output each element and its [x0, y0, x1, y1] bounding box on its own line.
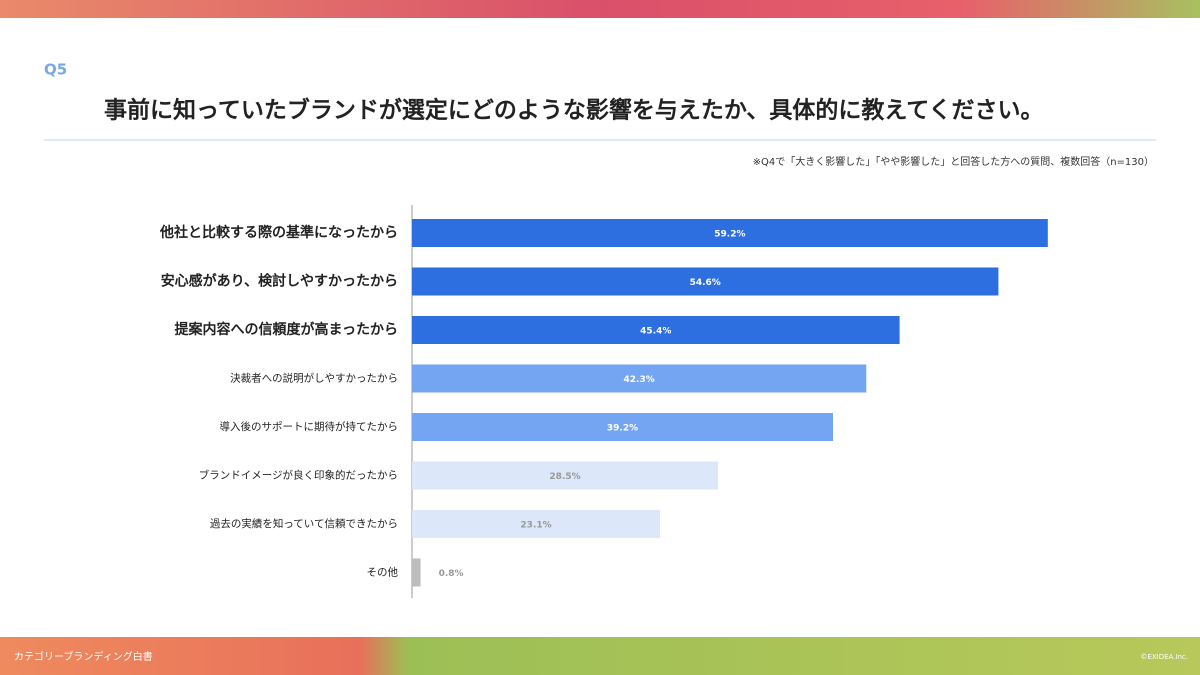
- footer-left: カテゴリーブランディング白書: [14, 650, 153, 663]
- value-label: 23.1%: [520, 521, 551, 531]
- bar: [412, 558, 421, 587]
- bar: [412, 413, 834, 441]
- category-label: 導入後のサポートに期待が持てたから: [220, 420, 399, 433]
- bar: [412, 316, 900, 344]
- bar: [412, 364, 867, 393]
- value-label: 45.4%: [640, 327, 671, 337]
- category-label: その他: [367, 566, 399, 579]
- footer-right: ©EXIDEA.Inc.: [1140, 653, 1188, 661]
- category-label: 安心感があり、検討しやすかったから: [161, 273, 398, 290]
- bar: [412, 461, 719, 490]
- bar: [412, 219, 1048, 247]
- category-label: 過去の実績を知っていて信頼できたから: [210, 517, 398, 530]
- category-label: 提案内容への信頼度が高まったから: [175, 321, 398, 338]
- value-label: 59.2%: [714, 230, 745, 240]
- bar: [412, 267, 999, 296]
- title: 事前に知っていたブランドが選定にどのような影響を与えたか、具体的に教えてください…: [104, 97, 1044, 124]
- value-label: 42.3%: [624, 375, 655, 385]
- question-number: Q5: [44, 61, 67, 79]
- value-label: 28.5%: [549, 472, 580, 482]
- value-label: 54.6%: [690, 278, 721, 288]
- bar: [412, 510, 661, 538]
- value-label: 0.8%: [439, 569, 464, 579]
- value-label: 39.2%: [607, 424, 638, 434]
- category-label: 決裁者への説明がしやすかったから: [230, 372, 398, 385]
- category-label: 他社と比較する際の基準になったから: [159, 224, 398, 241]
- note: ※Q4で「大きく影響した」「やや影響した」と回答した方への質問、複数回答（n=1…: [753, 155, 1154, 168]
- category-label: ブランドイメージが良く印象的だったから: [199, 469, 398, 482]
- top-band: [0, 0, 1200, 18]
- footer-band: [0, 637, 1200, 675]
